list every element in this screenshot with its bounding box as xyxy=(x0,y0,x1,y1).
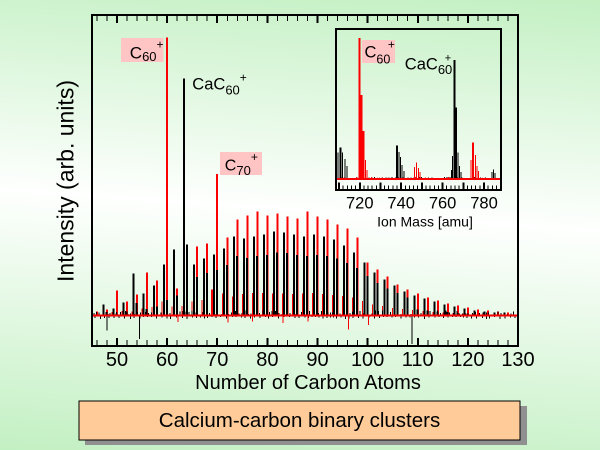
svg-text:740: 740 xyxy=(387,195,415,213)
svg-text:90: 90 xyxy=(306,349,328,371)
svg-text:760: 760 xyxy=(429,195,457,213)
svg-text:780: 780 xyxy=(470,195,498,213)
svg-text:Ion Mass [amu]: Ion Mass [amu] xyxy=(377,214,473,230)
svg-text:110: 110 xyxy=(402,349,434,371)
svg-text:120: 120 xyxy=(451,349,484,371)
svg-text:Intensity (arb. units): Intensity (arb. units) xyxy=(53,80,79,282)
svg-text:60: 60 xyxy=(156,349,178,371)
svg-text:50: 50 xyxy=(106,349,128,371)
svg-text:CaC60+: CaC60+ xyxy=(405,53,452,78)
svg-text:130: 130 xyxy=(501,349,534,371)
svg-text:100: 100 xyxy=(351,349,384,371)
svg-text:CaC60+: CaC60+ xyxy=(192,70,247,97)
svg-text:720: 720 xyxy=(346,195,374,213)
svg-text:70: 70 xyxy=(206,349,228,371)
svg-text:80: 80 xyxy=(256,349,278,371)
svg-text:Calcium-carbon binary clusters: Calcium-carbon binary clusters xyxy=(159,409,440,432)
svg-text:Number of Carbon Atoms: Number of Carbon Atoms xyxy=(195,372,421,394)
